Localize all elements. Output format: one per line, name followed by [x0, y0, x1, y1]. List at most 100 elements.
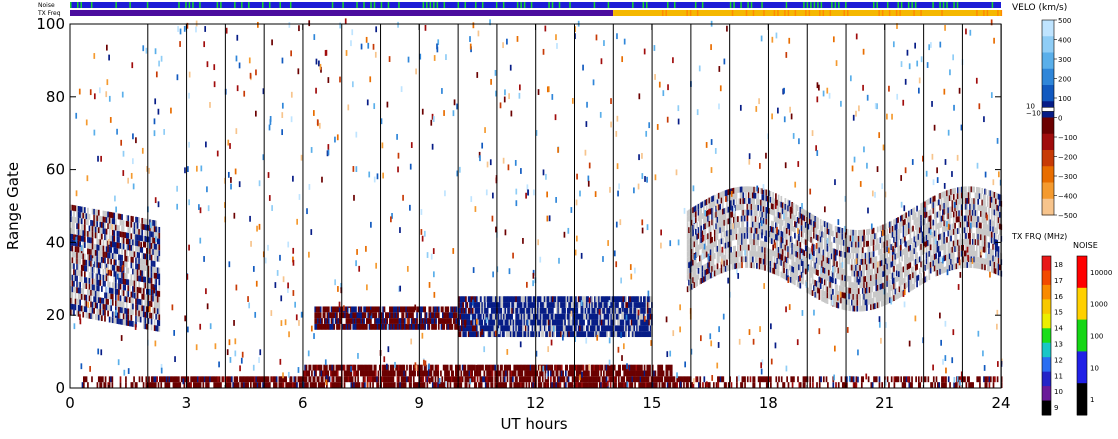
- data-cell: [799, 253, 802, 260]
- data-cell: [817, 281, 819, 288]
- data-cell: [142, 323, 145, 329]
- data-cell: [138, 287, 140, 294]
- data-cell: [686, 210, 689, 217]
- data-cell: [93, 267, 95, 273]
- data-cell: [469, 302, 471, 308]
- data-cell: [361, 312, 364, 319]
- data-cell: [383, 306, 386, 313]
- data-cell: [633, 302, 636, 308]
- data-cell: [108, 287, 111, 294]
- data-cell: [124, 232, 127, 239]
- data-cell: [777, 247, 780, 253]
- data-cell: [519, 313, 522, 320]
- data-cell: [71, 222, 74, 229]
- data-cell: [805, 376, 807, 383]
- status-bar-tick: [558, 2, 561, 8]
- data-cell: [560, 364, 563, 371]
- data-cell: [352, 312, 355, 319]
- data-cell: [332, 382, 335, 388]
- data-cell: [802, 226, 804, 232]
- data-cell: [692, 265, 694, 272]
- data-cell: [590, 302, 592, 308]
- data-cell: [522, 307, 524, 314]
- data-cell: [558, 364, 560, 371]
- data-cell: [116, 294, 119, 301]
- data-cell: [610, 325, 613, 332]
- data-cell: [241, 382, 244, 388]
- data-cell: [657, 364, 659, 371]
- data-cell: [737, 187, 739, 193]
- data-cell: [113, 230, 116, 236]
- data-cell: [455, 370, 457, 377]
- data-cell: [753, 382, 756, 388]
- data-cell: [309, 376, 312, 383]
- data-cell: [649, 370, 651, 377]
- data-cell: [698, 382, 700, 388]
- data-cell: [532, 296, 535, 303]
- data-cell: [734, 193, 737, 200]
- data-cell: [433, 306, 436, 313]
- data-cell: [528, 331, 531, 338]
- data-cell: [333, 312, 336, 319]
- data-cell: [371, 306, 374, 313]
- data-cell: [440, 382, 442, 388]
- data-cell: [83, 218, 86, 225]
- data-cell: [840, 268, 842, 275]
- data-cell: [316, 376, 319, 383]
- data-cell: [838, 227, 841, 234]
- data-cell: [315, 323, 318, 330]
- data-cell: [757, 222, 760, 229]
- data-cell: [124, 319, 127, 326]
- data-cell: [773, 198, 776, 205]
- data-cell: [551, 382, 554, 388]
- data-cell: [731, 263, 734, 270]
- data-cell: [716, 257, 719, 264]
- data-cell: [860, 376, 863, 383]
- data-cell: [817, 258, 819, 265]
- data-cell: [294, 382, 297, 388]
- data-cell: [141, 293, 144, 300]
- data-cell: [467, 313, 470, 320]
- data-cell: [731, 228, 734, 235]
- data-cell: [715, 234, 717, 241]
- status-bar-tick: [831, 2, 833, 8]
- data-cell: [754, 216, 757, 222]
- data-cell: [705, 210, 708, 217]
- data-cell: [791, 277, 794, 284]
- data-cell: [273, 376, 275, 383]
- data-cell: [761, 229, 764, 235]
- data-cell: [488, 364, 491, 371]
- data-cell: [101, 286, 103, 292]
- data-cell: [592, 302, 595, 308]
- data-cell: [717, 376, 719, 383]
- data-cell: [638, 331, 641, 338]
- data-cell: [70, 245, 72, 252]
- data-cell: [465, 331, 467, 338]
- data-cell: [601, 382, 604, 388]
- data-cell: [77, 223, 80, 230]
- data-cell: [128, 227, 131, 234]
- data-cell: [505, 382, 507, 388]
- data-cell: [745, 262, 747, 268]
- data-cell: [459, 302, 462, 308]
- data-cell: [486, 296, 489, 303]
- data-cell: [707, 215, 709, 222]
- data-cell: [144, 282, 147, 289]
- data-cell: [376, 382, 378, 388]
- data-cell: [849, 235, 852, 242]
- data-cell: [855, 282, 857, 289]
- status-bar-tick: [436, 2, 439, 8]
- data-cell: [365, 323, 368, 330]
- data-cell: [509, 319, 512, 326]
- data-cell: [421, 364, 423, 371]
- data-cell: [527, 331, 530, 338]
- data-cell: [569, 382, 571, 388]
- data-cell: [727, 247, 730, 254]
- data-cell: [104, 298, 106, 305]
- data-cell: [712, 247, 715, 254]
- data-cell: [500, 313, 503, 320]
- data-cell: [750, 192, 753, 199]
- data-cell: [358, 382, 361, 388]
- status-bar-tick: [813, 2, 816, 8]
- data-cell: [76, 252, 78, 259]
